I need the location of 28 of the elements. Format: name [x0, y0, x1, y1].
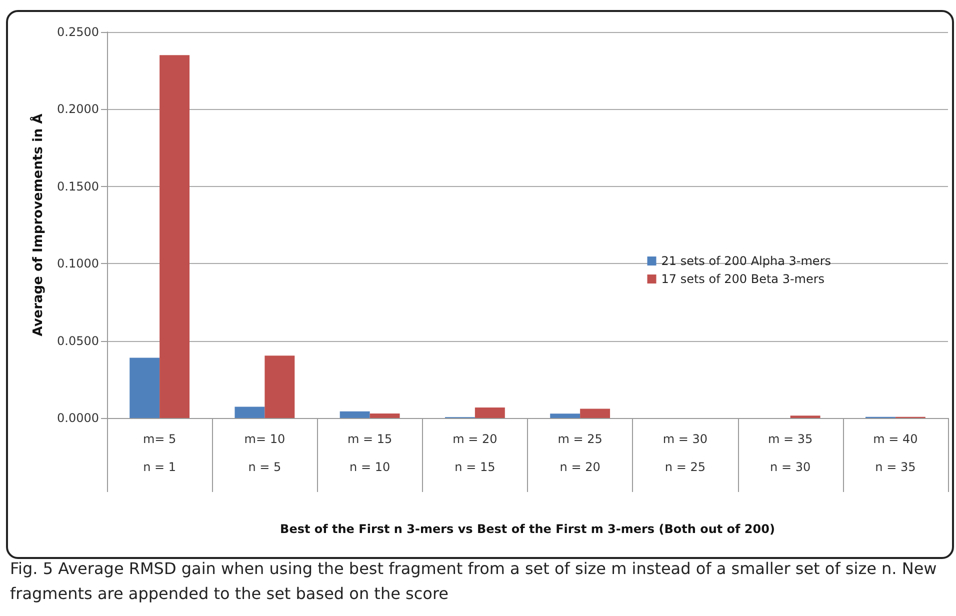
y-tick-label: 0.1500 [57, 179, 99, 194]
y-tick-label: 0.2500 [57, 25, 99, 39]
x-tick-label: m = 40 n = 35 [873, 432, 918, 474]
y-tick-label: 0.2000 [57, 102, 99, 116]
legend-label: 17 sets of 200 Beta 3-mers [661, 272, 825, 286]
x-tick-label: m = 25 n = 20 [558, 432, 602, 474]
x-tick-label: m= 5 n = 1 [142, 432, 176, 474]
y-tick-label: 0.0500 [57, 334, 99, 348]
bar [160, 55, 190, 418]
y-axis-title: Average of Improvements in Å [29, 114, 46, 336]
bar [130, 358, 160, 418]
bar [370, 414, 400, 418]
x-axis-title: Best of the First n 3-mers vs Best of the First m 3-mers (Both out of 200) [280, 522, 775, 536]
bar [550, 414, 580, 418]
x-tick-label: m = 15 n = 10 [347, 432, 392, 474]
bar [580, 408, 610, 418]
bar [474, 408, 505, 418]
legend-label: 21 sets of 200 Alpha 3-mers [661, 254, 832, 268]
caption: Fig. 5 Average RMSD gain when using the best fragment from a set of size m instead of a smaller set of size n. New fragments are appended to the set based on the score [10, 558, 938, 605]
bar [234, 406, 265, 418]
bar [264, 356, 295, 418]
y-tick-label: 0.1000 [57, 256, 99, 271]
x-tick-label: m= 10 n = 5 [244, 432, 286, 474]
bar [340, 411, 370, 418]
y-tick-label: 0.0000 [57, 411, 99, 425]
x-tick-label: m = 35 n = 30 [768, 432, 813, 474]
x-tick-label: m = 20 n = 15 [452, 432, 498, 474]
x-tick-label: m = 30 n = 25 [662, 432, 708, 474]
